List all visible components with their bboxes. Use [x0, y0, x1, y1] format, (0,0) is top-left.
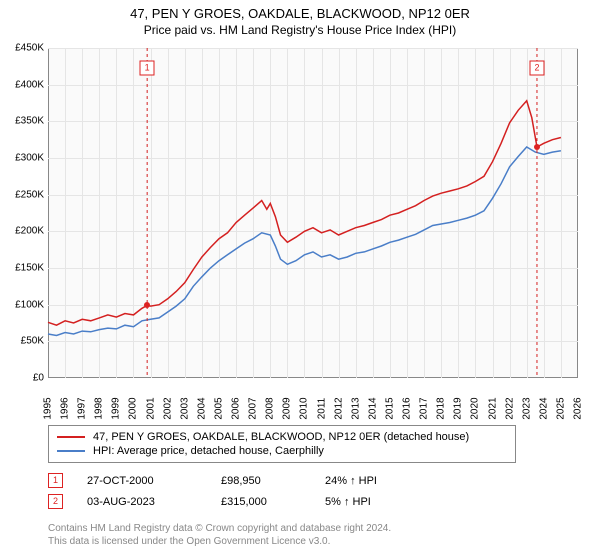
- sales-list: 1 27-OCT-2000 £98,950 24% ↑ HPI 2 03-AUG-2023…: [48, 470, 377, 512]
- x-axis-label: 2013: [350, 397, 361, 419]
- x-axis-label: 2005: [213, 397, 224, 419]
- x-axis-label: 2012: [333, 397, 344, 419]
- x-axis-label: 2000: [128, 397, 139, 419]
- x-axis-label: 2006: [231, 397, 242, 419]
- y-axis-label: £450K: [2, 43, 44, 54]
- x-axis-label: 1998: [94, 397, 105, 419]
- y-axis-label: £150K: [2, 263, 44, 274]
- x-axis-label: 2009: [282, 397, 293, 419]
- sale-row: 1 27-OCT-2000 £98,950 24% ↑ HPI: [48, 470, 377, 491]
- x-axis-label: 2016: [402, 397, 413, 419]
- x-axis-label: 2002: [162, 397, 173, 419]
- x-axis-label: 2022: [504, 397, 515, 419]
- series-property: [48, 101, 561, 325]
- y-axis-label: £0: [2, 373, 44, 384]
- sale-price: £315,000: [221, 496, 301, 508]
- x-axis-label: 2025: [555, 397, 566, 419]
- legend-label: HPI: Average price, detached house, Caer…: [93, 445, 324, 457]
- y-axis-label: £50K: [2, 336, 44, 347]
- x-axis-label: 2021: [487, 397, 498, 419]
- x-axis-label: 2004: [196, 397, 207, 419]
- x-axis-label: 1995: [43, 397, 54, 419]
- chart-title-block: 47, PEN Y GROES, OAKDALE, BLACKWOOD, NP1…: [0, 0, 600, 37]
- sale-delta: 24% ↑ HPI: [325, 475, 377, 487]
- x-axis-label: 2007: [248, 397, 259, 419]
- x-axis-label: 2024: [538, 397, 549, 419]
- sale-date: 27-OCT-2000: [87, 475, 197, 487]
- sale-marker-dot: [534, 144, 540, 150]
- x-axis-label: 2001: [145, 397, 156, 419]
- x-axis-label: 2003: [179, 397, 190, 419]
- x-axis-label: 2020: [470, 397, 481, 419]
- legend-row: 47, PEN Y GROES, OAKDALE, BLACKWOOD, NP1…: [57, 430, 507, 444]
- y-axis-label: £200K: [2, 226, 44, 237]
- sale-price: £98,950: [221, 475, 301, 487]
- x-axis-label: 1997: [77, 397, 88, 419]
- sale-marker-dot: [144, 302, 150, 308]
- sale-delta: 5% ↑ HPI: [325, 496, 371, 508]
- x-axis-label: 2017: [419, 397, 430, 419]
- sale-row-marker: 1: [48, 473, 63, 488]
- x-axis-label: 1996: [60, 397, 71, 419]
- x-axis-label: 2008: [265, 397, 276, 419]
- footer-line1: Contains HM Land Registry data © Crown c…: [48, 522, 391, 535]
- sale-row-marker: 2: [48, 494, 63, 509]
- legend: 47, PEN Y GROES, OAKDALE, BLACKWOOD, NP1…: [48, 425, 516, 463]
- legend-swatch: [57, 436, 85, 438]
- x-axis-label: 2015: [384, 397, 395, 419]
- x-axis-label: 2026: [573, 397, 584, 419]
- x-axis-label: 2023: [521, 397, 532, 419]
- sale-marker-box: 2: [529, 60, 544, 75]
- x-axis-label: 2019: [453, 397, 464, 419]
- y-axis-label: £100K: [2, 299, 44, 310]
- title-main: 47, PEN Y GROES, OAKDALE, BLACKWOOD, NP1…: [0, 6, 600, 21]
- y-axis-label: £350K: [2, 116, 44, 127]
- x-axis-label: 2010: [299, 397, 310, 419]
- footer-line2: This data is licensed under the Open Gov…: [48, 535, 391, 548]
- x-axis-label: 2018: [436, 397, 447, 419]
- sale-marker-box: 1: [140, 60, 155, 75]
- x-axis-label: 1999: [111, 397, 122, 419]
- chart-lines: [48, 48, 578, 378]
- x-axis-label: 2014: [367, 397, 378, 419]
- y-axis-label: £300K: [2, 153, 44, 164]
- legend-label: 47, PEN Y GROES, OAKDALE, BLACKWOOD, NP1…: [93, 431, 469, 443]
- y-axis-label: £250K: [2, 189, 44, 200]
- x-axis-label: 2011: [316, 398, 327, 420]
- footer-attribution: Contains HM Land Registry data © Crown c…: [48, 522, 391, 548]
- sale-date: 03-AUG-2023: [87, 496, 197, 508]
- legend-row: HPI: Average price, detached house, Caer…: [57, 444, 507, 458]
- chart-area: £0£50K£100K£150K£200K£250K£300K£350K£400…: [48, 48, 578, 378]
- title-sub: Price paid vs. HM Land Registry's House …: [0, 23, 600, 37]
- legend-swatch: [57, 450, 85, 452]
- y-axis-label: £400K: [2, 79, 44, 90]
- sale-row: 2 03-AUG-2023 £315,000 5% ↑ HPI: [48, 491, 377, 512]
